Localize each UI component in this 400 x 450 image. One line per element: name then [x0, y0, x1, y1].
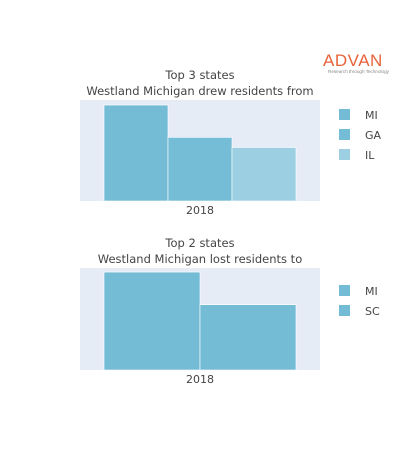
legend-item-mi[interactable]: MI [339, 109, 378, 122]
legend-item-ga[interactable]: GA [339, 129, 382, 142]
legend-item-mi[interactable]: MI [339, 285, 378, 298]
legend-label: IL [365, 149, 375, 162]
legend-swatch [339, 129, 350, 140]
legend-label: MI [365, 109, 378, 122]
bar-group [103, 104, 297, 202]
advan-logo: ADVAN Research through Technology [323, 52, 393, 75]
logo-wordmark: ADVAN [323, 51, 383, 70]
chart-title-line-2: Westland Michigan lost residents to [98, 252, 302, 266]
legend-swatch [339, 285, 350, 296]
bar-il[interactable] [231, 147, 297, 202]
legend-label: SC [365, 305, 380, 318]
x-tick-label: 2018 [186, 204, 214, 217]
legend-item-sc[interactable]: SC [339, 305, 380, 318]
bar-mi[interactable] [103, 271, 201, 371]
legend-label: MI [365, 285, 378, 298]
legend-label: GA [365, 129, 382, 142]
logo-tagline: Research through Technology [328, 69, 389, 74]
bar-group [103, 271, 297, 371]
chart-title-line-1: Top 2 states [164, 236, 234, 250]
chart-title-line-2: Westland Michigan drew residents from [86, 84, 313, 98]
bar-sc[interactable] [199, 304, 297, 371]
legend-item-il[interactable]: IL [339, 149, 375, 162]
bar-ga[interactable] [167, 137, 233, 202]
legend[interactable]: MI SC [339, 285, 380, 318]
chart-title-line-1: Top 3 states [164, 68, 234, 82]
legend-swatch [339, 149, 350, 160]
legend[interactable]: MI GA IL [339, 109, 382, 162]
x-tick-label: 2018 [186, 373, 214, 386]
legend-swatch [339, 109, 350, 120]
legend-swatch [339, 305, 350, 316]
chart-lost-residents: Top 2 states Westland Michigan lost resi… [80, 236, 380, 386]
chart-drew-residents: Top 3 states Westland Michigan drew resi… [80, 68, 382, 217]
bar-mi[interactable] [103, 104, 169, 202]
